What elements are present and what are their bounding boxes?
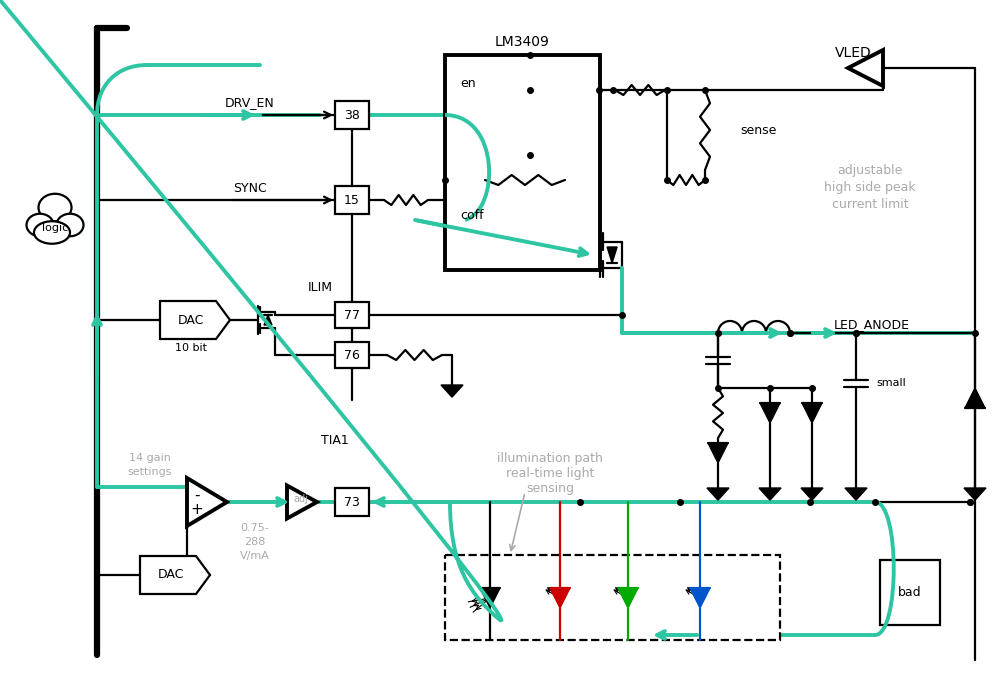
Polygon shape	[607, 247, 617, 263]
Text: 0.75-: 0.75-	[241, 523, 269, 533]
Text: DAC: DAC	[178, 314, 204, 327]
Text: illumination path: illumination path	[497, 451, 603, 464]
Bar	[445, 555, 780, 640]
Polygon shape	[187, 478, 227, 526]
Text: -: -	[194, 487, 200, 502]
Ellipse shape	[34, 221, 70, 244]
Text: TIA1: TIA1	[321, 434, 349, 447]
Polygon shape	[760, 403, 780, 423]
Polygon shape	[480, 588, 500, 608]
Text: small: small	[876, 378, 906, 388]
Bar	[445, 55, 600, 270]
Polygon shape	[801, 488, 823, 500]
Text: VLED: VLED	[835, 46, 872, 60]
Polygon shape	[845, 488, 867, 500]
Ellipse shape	[39, 194, 72, 221]
Text: high side peak: high side peak	[824, 181, 915, 193]
Polygon shape	[160, 301, 230, 339]
Polygon shape	[802, 403, 822, 423]
Text: 14 gain: 14 gain	[129, 453, 171, 463]
Bar	[335, 101, 369, 129]
Text: 76: 76	[344, 349, 360, 362]
Polygon shape	[759, 488, 781, 500]
Bar	[335, 302, 369, 328]
Text: 288: 288	[245, 537, 265, 547]
Ellipse shape	[27, 214, 54, 236]
Polygon shape	[848, 50, 883, 86]
Text: 73: 73	[344, 495, 360, 508]
Text: sensing: sensing	[526, 482, 574, 495]
Text: ILIM: ILIM	[307, 280, 333, 293]
Text: +: +	[191, 503, 204, 517]
Text: 38: 38	[344, 108, 360, 121]
Polygon shape	[690, 588, 710, 608]
Polygon shape	[264, 315, 272, 325]
Polygon shape	[550, 588, 570, 608]
Text: logic: logic	[42, 223, 69, 233]
Text: sense: sense	[740, 123, 776, 136]
Polygon shape	[964, 488, 986, 500]
Text: 77: 77	[344, 308, 360, 321]
Text: LED_ANODE: LED_ANODE	[834, 319, 910, 332]
Bar	[335, 186, 369, 214]
Ellipse shape	[57, 214, 83, 236]
Text: 10 bit: 10 bit	[175, 343, 207, 353]
Text: settings: settings	[128, 467, 172, 477]
Polygon shape	[708, 443, 728, 463]
Text: adj: adj	[293, 494, 308, 504]
Text: LM3409: LM3409	[495, 35, 550, 49]
Text: current limit: current limit	[832, 197, 909, 210]
Text: real-time light: real-time light	[506, 466, 594, 479]
Text: adjustable: adjustable	[837, 164, 903, 177]
Text: bad: bad	[899, 586, 921, 599]
Bar	[880, 560, 940, 625]
Bar	[335, 488, 369, 516]
Polygon shape	[140, 556, 210, 594]
Text: 15: 15	[344, 193, 360, 206]
Polygon shape	[965, 388, 985, 408]
Polygon shape	[441, 385, 463, 397]
Polygon shape	[707, 488, 729, 500]
Bar	[335, 342, 369, 368]
Text: DRV_EN: DRV_EN	[225, 97, 275, 110]
Polygon shape	[618, 588, 638, 608]
Text: coff: coff	[460, 208, 484, 221]
Text: en: en	[460, 77, 475, 90]
Polygon shape	[287, 486, 317, 519]
Text: DAC: DAC	[158, 569, 184, 582]
Text: SYNC: SYNC	[234, 182, 266, 195]
Text: V/mA: V/mA	[241, 551, 270, 561]
